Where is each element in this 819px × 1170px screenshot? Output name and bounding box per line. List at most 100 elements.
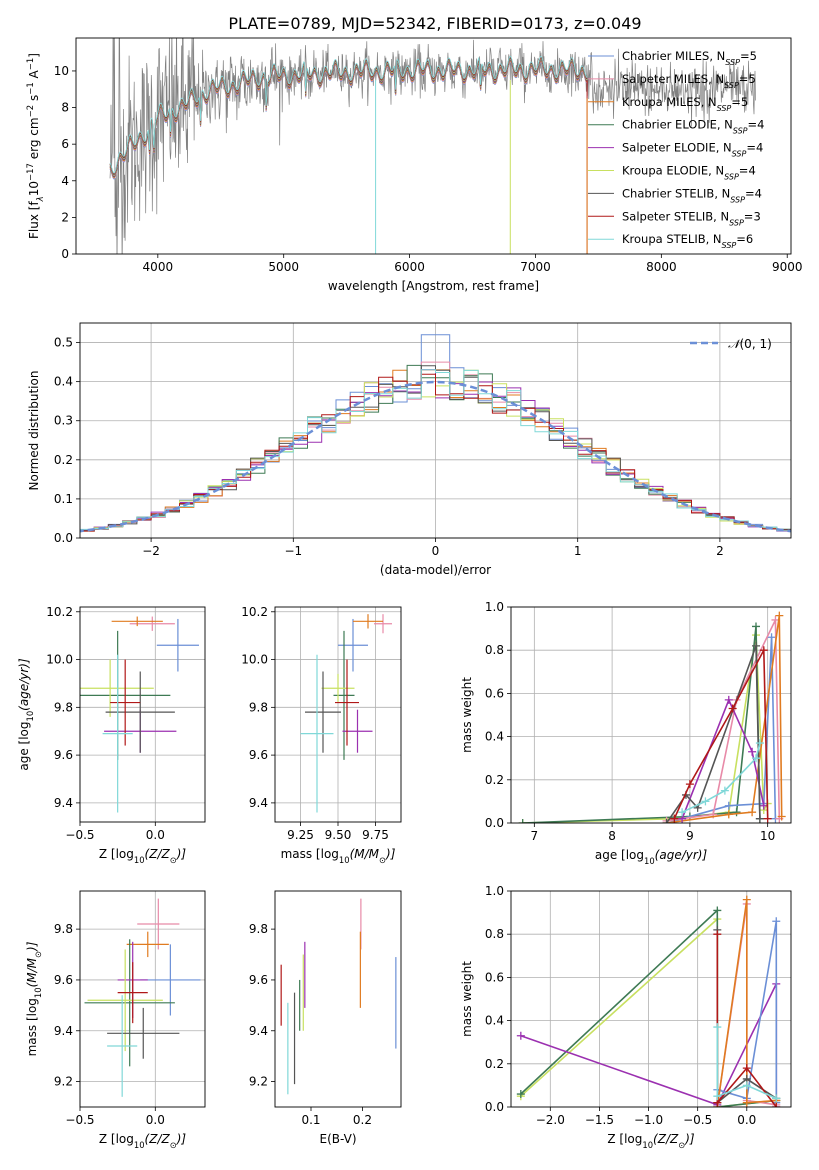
tick-label-y: 0.2: [54, 453, 73, 467]
tick-label-y: 8: [61, 101, 69, 115]
series-marker: [772, 1103, 781, 1107]
errorbar-kroupa-stelib: [300, 654, 334, 813]
series-marker: [772, 1094, 781, 1103]
y-axis-label-part: 10: [25, 711, 35, 722]
series-marker: [670, 814, 679, 823]
grid-lines: [79, 607, 205, 822]
tick-label-x: −2: [142, 544, 160, 558]
tick-label-x: 9.25: [287, 828, 314, 842]
legend-model: Salpeter STELIB: [622, 209, 713, 223]
series-marker: [713, 1092, 722, 1101]
errorbar-chabrier-stelib: [105, 671, 175, 753]
x-axis-label-part: (age/yr)]: [655, 848, 708, 862]
legend-n: 4: [756, 141, 763, 155]
legend-label: Chabrier ELODIE, NSSP=4: [622, 118, 764, 136]
tick-label-x: 0.0: [146, 828, 165, 842]
grid-lines: [79, 891, 205, 1107]
errorbar-salpeter-miles: [137, 898, 180, 950]
series-line: [717, 921, 778, 1103]
tick-label-x: 1: [574, 544, 582, 558]
series-line: [716, 1027, 777, 1100]
tick-label-x: 9000: [772, 260, 803, 274]
series-marker: [720, 786, 729, 795]
y-axis-label-part: ]: [27, 53, 41, 58]
x-axis-label-part: 10: [644, 856, 655, 866]
x-axis-label-part: Z [log: [607, 1132, 642, 1146]
series-salpeter-stelib: [670, 646, 772, 823]
y-axis-label-part: −1: [26, 58, 36, 71]
tick-label-y: 9.8: [54, 700, 73, 714]
legend-eq: =: [739, 164, 749, 178]
series-marker: [701, 797, 710, 806]
y-axis-label-part: −17: [26, 163, 36, 181]
series-marker: [777, 812, 786, 821]
x-axis-label-part: )]: [385, 847, 396, 861]
legend-nssp: , N: [708, 72, 724, 86]
errorbar-kroupa-stelib: [102, 654, 133, 813]
tick-label-y: 0.4: [54, 375, 73, 389]
legend-label: Kroupa STELIB, NSSP=6: [622, 232, 753, 250]
plot-area: [518, 611, 786, 823]
y-axis-label-part: age [log: [17, 722, 31, 771]
tick-label-x: −1: [284, 544, 302, 558]
x-axis-label: wavelength [Angstrom, rest frame]: [328, 279, 539, 293]
tick-label-y: 0.2: [485, 1057, 504, 1071]
tick-label-x: −1.5: [585, 1113, 614, 1127]
x-axis-label-part: 10: [134, 1140, 145, 1150]
series-salpeter-stelib: [713, 930, 781, 1107]
series-marker: [748, 808, 757, 817]
tick-label-y: 9.4: [54, 796, 73, 810]
legend-nssp-sub: SSP: [725, 58, 740, 67]
tick-label-y: 10.2: [46, 605, 73, 619]
errorbar-salpeter-stelib: [117, 962, 148, 1024]
legend-eq: =: [744, 209, 754, 223]
tick-label-x: 0.2: [353, 1113, 372, 1127]
errorbar-chabrier-miles: [156, 618, 199, 672]
tick-label-y: 9.4: [54, 1024, 73, 1038]
y-axis-label-part: λ: [36, 196, 46, 202]
tick-label-y: 9.6: [54, 748, 73, 762]
series-marker: [759, 646, 768, 655]
tick-label-y: 9.6: [54, 973, 73, 987]
x-axis-label-part: (Z/Z: [145, 847, 171, 861]
series-kroupa-stelib: [713, 1023, 781, 1103]
chart-massweight_vs_Z: −2.0 −1.5 −1.0 −0.5 0.0 0.0 0.2 0.4 0.6 0.8 1.0 Z […: [460, 884, 792, 1150]
x-axis-label-part: ⊙: [170, 1140, 177, 1150]
grid-lines: [275, 607, 401, 822]
y-axis-label: mass weight: [460, 677, 474, 753]
legend-n: 4: [748, 164, 755, 178]
tick-label-y: 6: [61, 137, 69, 151]
series-marker: [724, 695, 733, 704]
errorbar-kroupa-elodie: [87, 949, 163, 1052]
legend-model: Chabrier ELODIE: [622, 118, 717, 132]
tick-label-y: 0: [61, 247, 69, 261]
x-axis-label-part: ⊙: [678, 1140, 685, 1150]
legend-nssp: , N: [709, 49, 725, 63]
y-axis-label-part: mass [log: [25, 998, 39, 1056]
y-axis-label-part: −1: [26, 82, 36, 95]
legend-nssp-sub: SSP: [729, 218, 744, 227]
series-marker: [724, 810, 733, 819]
legend-nssp-sub: SSP: [722, 241, 737, 250]
errorbar-kroupa-elodie: [80, 659, 154, 717]
y-axis-label-part: s: [27, 95, 41, 105]
series-line: [522, 634, 769, 823]
legend-nssp: , N: [713, 209, 729, 223]
axes-frame: [274, 606, 402, 823]
tick-label-x: 6000: [394, 260, 425, 274]
legend-label: Chabrier STELIB, NSSP=4: [622, 186, 762, 204]
legend-eq: =: [731, 95, 741, 109]
tick-label-x: 9.50: [325, 828, 352, 842]
series-kroupa-elodie: [518, 631, 772, 823]
plot-area: [84, 898, 201, 1097]
y-axis-label-part: 10: [27, 181, 41, 196]
tick-label-y: 0.2: [485, 773, 504, 787]
tick-label-y: 0.8: [485, 927, 504, 941]
legend-eq: =: [746, 141, 756, 155]
series-line: [716, 934, 777, 1107]
chart-mass_vs_Z: −0.5 0.09.29.49.69.8Z [log10(Z/Z⊙)]mass […: [25, 890, 206, 1150]
series-marker: [748, 747, 757, 756]
tick-label-y: 10.0: [241, 653, 268, 667]
errorbar-chabrier-stelib: [305, 671, 341, 753]
legend-label: Kroupa ELODIE, NSSP=4: [622, 164, 756, 182]
